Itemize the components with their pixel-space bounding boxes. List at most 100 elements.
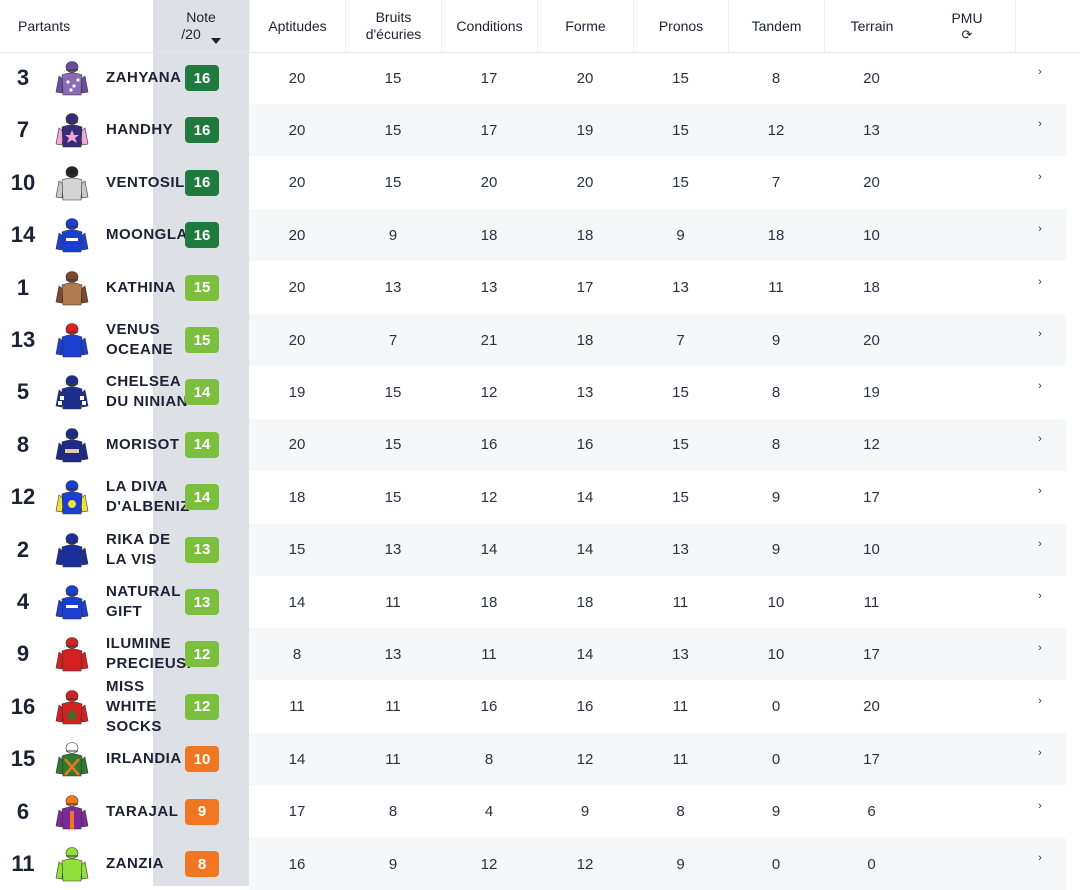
horse-number: 13 <box>10 327 36 352</box>
table-row[interactable]: 15 IRLANDIA 10 14 11 8 12 11 0 17 › <box>0 733 1066 786</box>
table-row[interactable]: 2 RIKA DE LA VIS 13 15 13 14 14 13 9 10 › <box>0 523 1066 576</box>
jockey-silk-icon <box>54 270 90 306</box>
header-pmu[interactable]: PMU ⟳ <box>919 0 1015 52</box>
table-row[interactable]: 4 NATURAL GIFT 13 14 11 18 18 11 10 11 › <box>0 576 1066 628</box>
horse-name[interactable]: KATHINA <box>106 262 190 314</box>
jockey-silk-icon <box>54 217 90 253</box>
row-chevron-icon[interactable]: › <box>1038 275 1042 288</box>
refresh-icon[interactable]: ⟳ <box>961 27 973 42</box>
score-terrain: 20 <box>863 698 880 716</box>
horse-name[interactable]: MORISOT <box>106 419 190 471</box>
horse-name[interactable]: VENUS OCEANE <box>106 314 190 366</box>
header-forme[interactable]: Forme <box>537 0 633 52</box>
row-chevron-icon[interactable]: › <box>1038 328 1042 340</box>
jockey-silk-icon <box>54 741 90 777</box>
horse-name[interactable]: IRLANDIA <box>106 733 190 785</box>
header-tandem[interactable]: Tandem <box>728 0 824 52</box>
header-note-sort[interactable]: Note /20 <box>153 0 249 52</box>
score-pronos: 15 <box>672 383 689 401</box>
row-shading <box>249 104 1066 157</box>
score-terrain: 13 <box>863 121 880 139</box>
horse-name[interactable]: ILUMINE PRECIEUSE <box>106 628 190 680</box>
horse-name[interactable]: LA DIVA D'ALBENIZ <box>106 471 190 523</box>
score-apt: 20 <box>288 436 306 454</box>
row-shading <box>249 314 1066 366</box>
score-terrain: 20 <box>863 331 880 349</box>
header-terrain[interactable]: Terrain <box>824 0 919 52</box>
header-partants-label: Partants <box>18 17 71 34</box>
row-chevron-icon[interactable]: › <box>1038 799 1042 812</box>
horse-name[interactable]: ZAHYANA <box>106 52 190 104</box>
horse-number: 12 <box>10 484 36 510</box>
row-chevron-icon[interactable]: › <box>1038 66 1042 78</box>
horse-name-text: VENUS OCEANE <box>106 321 174 358</box>
header-pronos-label: Pronos <box>658 17 704 34</box>
row-chevron-icon[interactable]: › <box>1038 170 1042 183</box>
score-terrain: 20 <box>863 69 880 87</box>
table-row[interactable]: 8 MORISOT 14 20 15 16 16 15 8 12 › <box>0 418 1066 471</box>
score-pronos: 15 <box>672 436 689 454</box>
note-badge: 16 <box>185 169 219 196</box>
table-row[interactable]: 9 ILUMINE PRECIEUSE 12 8 13 11 14 13 10 17 › <box>0 628 1066 681</box>
sort-desc-icon <box>210 37 221 44</box>
table-row[interactable]: 11 ZANZIA 8 16 9 12 12 9 0 0 › <box>0 838 1066 890</box>
header-bruits[interactable]: Bruits d'écuries <box>345 0 441 52</box>
horse-name[interactable]: RIKA DE LA VIS <box>106 524 190 576</box>
row-chevron-icon[interactable]: › <box>1038 432 1042 445</box>
row-chevron-icon[interactable]: › <box>1038 118 1042 131</box>
table-row[interactable]: 13 VENUS OCEANE 15 20 7 21 18 7 9 20 › <box>0 314 1066 366</box>
horse-name[interactable]: MOONGLADE <box>106 209 190 261</box>
row-chevron-icon[interactable]: › <box>1038 642 1042 655</box>
score-pronos: 13 <box>672 645 689 663</box>
score-forme: 12 <box>576 750 594 768</box>
header-conditions-label: Conditions <box>456 17 523 34</box>
row-chevron-icon[interactable]: › <box>1038 537 1042 550</box>
table-row[interactable]: 5 CHELSEA DU NINIAN 14 19 15 12 13 15 8 19 › <box>0 366 1066 418</box>
header-partants[interactable]: Partants <box>0 0 153 52</box>
row-chevron-icon[interactable]: › <box>1038 223 1042 236</box>
horse-name[interactable]: NATURAL GIFT <box>106 576 190 628</box>
table-row[interactable]: 12 LA DIVA D'ALBENIZ 14 18 15 12 14 15 9 17 › <box>0 471 1066 523</box>
horse-name[interactable]: HANDHY <box>106 104 190 156</box>
horse-name-text: ILUMINE PRECIEUSE <box>106 635 190 673</box>
row-chevron-icon[interactable]: › <box>1038 852 1042 864</box>
score-apt: 16 <box>288 855 306 873</box>
score-apt: 8 <box>292 645 302 663</box>
row-chevron-icon[interactable]: › <box>1038 747 1042 760</box>
score-forme: 19 <box>576 121 594 139</box>
score-bruits: 15 <box>384 174 402 192</box>
jockey-silk-icon <box>54 479 90 515</box>
score-cond: 18 <box>480 226 498 244</box>
table-row[interactable]: 3 ZAHYANA 16 20 15 17 20 15 8 20 › <box>0 52 1066 104</box>
score-bruits: 9 <box>388 855 398 873</box>
jockey-silk-icon <box>54 846 90 882</box>
horse-name[interactable]: TARAJAL <box>106 786 190 838</box>
row-chevron-icon[interactable]: › <box>1038 590 1042 602</box>
table-row[interactable]: 10 VENTOSILLO16 20 15 20 20 15 7 20 › <box>0 157 1066 209</box>
table-row[interactable]: 1 KATHINA 15 20 13 13 17 13 11 18 › <box>0 262 1066 314</box>
table-row[interactable]: 7 HANDHY 16 20 15 17 19 15 12 13 › <box>0 104 1066 157</box>
horse-number: 2 <box>16 536 30 562</box>
score-bruits: 15 <box>384 488 402 506</box>
horse-name[interactable]: VENTOSILLO <box>106 157 190 209</box>
horse-name-text: VENTOSILLO <box>106 173 190 191</box>
header-aptitudes[interactable]: Aptitudes <box>249 0 345 52</box>
score-terrain: 0 <box>867 855 876 873</box>
horse-name[interactable]: ZANZIA <box>106 838 190 890</box>
header-conditions[interactable]: Conditions <box>441 0 537 52</box>
header-pronos[interactable]: Pronos <box>633 0 728 52</box>
table-row[interactable]: 14 MOONGLADE16 20 9 18 18 9 18 10 › <box>0 209 1066 262</box>
row-chevron-icon[interactable]: › <box>1038 380 1042 393</box>
horse-name-text: CHELSEA DU NINIAN <box>106 373 188 411</box>
horse-name[interactable]: MISS WHITE SOCKS <box>106 681 190 733</box>
score-tandem: 12 <box>767 121 785 139</box>
table-row[interactable]: 6 TARAJAL 9 17 8 4 9 8 9 6 › <box>0 786 1066 838</box>
score-bruits: 15 <box>384 69 402 87</box>
table-row[interactable]: 16 MISS WHITE SOCKS 12 11 11 16 16 11 0 20 › <box>0 681 1066 733</box>
note-badge: 9 <box>185 798 219 825</box>
row-chevron-icon[interactable]: › <box>1038 485 1042 498</box>
horse-name[interactable]: CHELSEA DU NINIAN <box>106 366 190 418</box>
horse-name-text: LA DIVA D'ALBENIZ <box>106 478 190 516</box>
row-chevron-icon[interactable]: › <box>1038 694 1042 707</box>
jockey-silk-icon <box>54 60 90 96</box>
